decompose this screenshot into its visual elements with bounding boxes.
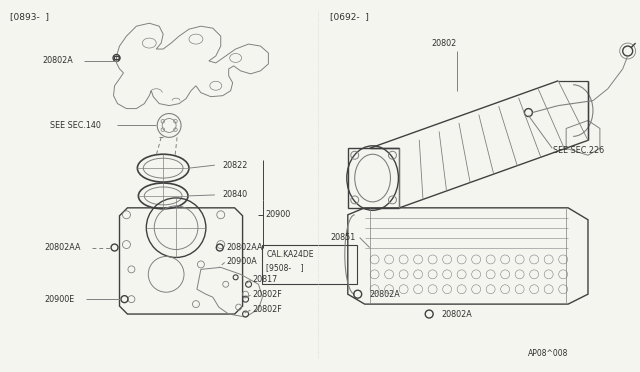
Text: CAL.KA24DE: CAL.KA24DE — [266, 250, 314, 259]
Text: 20802: 20802 — [431, 39, 456, 48]
Text: 20802A: 20802A — [441, 310, 472, 318]
Text: 20900: 20900 — [266, 210, 291, 219]
Bar — [262, 244, 356, 284]
Bar — [114, 57, 119, 60]
Text: [0692-  ]: [0692- ] — [330, 12, 369, 21]
Text: 20822: 20822 — [223, 161, 248, 170]
Text: SEE SEC.140: SEE SEC.140 — [50, 121, 101, 130]
Text: [9508-    ]: [9508- ] — [266, 263, 304, 272]
Text: 20900E: 20900E — [44, 295, 74, 304]
Text: 20802F: 20802F — [253, 290, 282, 299]
Text: 20802AA: 20802AA — [227, 243, 263, 252]
Text: 20851: 20851 — [330, 233, 355, 242]
Text: 20802AA: 20802AA — [44, 243, 81, 252]
Text: 20802A: 20802A — [42, 57, 73, 65]
Text: [0893-  ]: [0893- ] — [10, 12, 49, 21]
Text: 20840: 20840 — [223, 190, 248, 199]
Text: 20802F: 20802F — [253, 305, 282, 314]
Text: SEE SEC.226: SEE SEC.226 — [553, 146, 604, 155]
Text: 20817: 20817 — [253, 275, 278, 284]
Text: 20900A: 20900A — [227, 257, 257, 266]
Text: AP08^008: AP08^008 — [529, 349, 569, 358]
Text: 20802A: 20802A — [370, 290, 401, 299]
